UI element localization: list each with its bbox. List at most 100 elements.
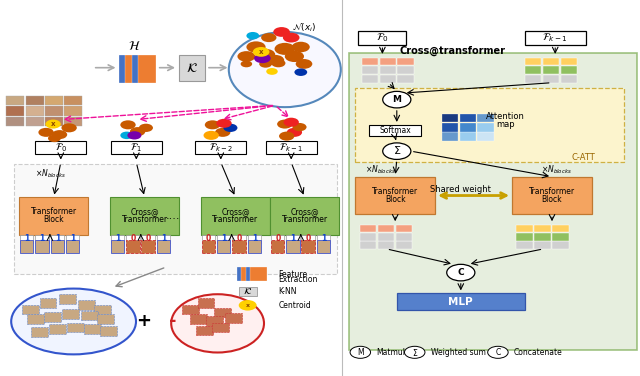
Bar: [552, 233, 569, 241]
Circle shape: [271, 59, 285, 67]
Bar: [477, 132, 494, 141]
Circle shape: [292, 42, 310, 52]
Text: Attention: Attention: [486, 112, 525, 121]
Bar: [380, 66, 396, 74]
Bar: [51, 240, 64, 253]
Bar: [349, 53, 637, 350]
Bar: [460, 123, 476, 132]
Text: Block: Block: [44, 215, 64, 224]
Text: 0: 0: [206, 234, 211, 243]
Text: M: M: [392, 95, 401, 104]
Bar: [19, 197, 88, 235]
Bar: [182, 305, 199, 314]
Circle shape: [488, 346, 508, 358]
Bar: [126, 235, 140, 243]
Bar: [317, 240, 330, 253]
Bar: [369, 125, 421, 136]
Bar: [45, 106, 63, 116]
Bar: [6, 117, 24, 126]
Text: 1: 1: [115, 234, 120, 243]
Text: x: x: [259, 49, 264, 55]
Circle shape: [127, 131, 141, 139]
Text: C: C: [458, 268, 464, 277]
Circle shape: [239, 300, 257, 311]
Bar: [66, 240, 79, 253]
Text: Cross@: Cross@: [291, 207, 319, 216]
Bar: [396, 241, 412, 249]
Text: Block: Block: [541, 195, 563, 204]
Bar: [206, 316, 223, 326]
Circle shape: [223, 124, 237, 132]
Bar: [525, 75, 541, 83]
Bar: [201, 197, 270, 235]
Text: $\mathcal{K}$: $\mathcal{K}$: [186, 62, 198, 74]
Text: M: M: [357, 348, 364, 357]
Bar: [286, 240, 300, 253]
Text: $\mathcal{N}(x_i)$: $\mathcal{N}(x_i)$: [292, 22, 316, 35]
Bar: [460, 132, 476, 141]
Bar: [49, 324, 66, 334]
Text: 1: 1: [55, 234, 60, 243]
Ellipse shape: [12, 289, 136, 354]
Bar: [360, 233, 376, 241]
Bar: [360, 241, 376, 249]
Bar: [360, 225, 376, 232]
Circle shape: [246, 41, 266, 53]
Bar: [84, 324, 101, 334]
Bar: [6, 106, 24, 116]
Text: Transformer: Transformer: [372, 186, 419, 196]
Bar: [45, 117, 63, 126]
Bar: [196, 326, 213, 335]
Text: Extraction: Extraction: [278, 275, 318, 284]
Bar: [110, 197, 179, 235]
Bar: [35, 240, 49, 253]
Bar: [198, 298, 214, 308]
Text: x: x: [51, 121, 56, 127]
Text: 1: 1: [161, 234, 166, 243]
Circle shape: [277, 120, 292, 129]
Bar: [248, 240, 261, 253]
Bar: [40, 298, 56, 308]
Bar: [78, 300, 95, 310]
Bar: [250, 267, 267, 281]
Bar: [225, 313, 242, 323]
Bar: [35, 141, 86, 154]
Text: Transformer: Transformer: [122, 215, 168, 224]
Bar: [81, 311, 98, 320]
Bar: [442, 123, 458, 132]
Ellipse shape: [229, 32, 341, 107]
Text: $\mathcal{F}_0$: $\mathcal{F}_0$: [376, 32, 389, 44]
Bar: [397, 75, 414, 83]
Bar: [512, 177, 592, 214]
Bar: [26, 96, 44, 105]
Circle shape: [61, 123, 77, 132]
Bar: [477, 123, 494, 132]
Bar: [239, 287, 257, 296]
Bar: [378, 225, 394, 232]
Bar: [266, 141, 317, 154]
Bar: [378, 241, 394, 249]
Circle shape: [215, 128, 230, 137]
Bar: [534, 233, 551, 241]
Bar: [442, 114, 458, 122]
Circle shape: [204, 131, 219, 140]
Circle shape: [284, 118, 299, 127]
Circle shape: [237, 51, 255, 62]
Circle shape: [285, 51, 304, 62]
Circle shape: [139, 124, 153, 132]
Bar: [157, 240, 170, 253]
Circle shape: [120, 120, 136, 129]
Bar: [125, 55, 143, 83]
Bar: [14, 164, 337, 274]
Bar: [22, 305, 39, 314]
Text: C: C: [495, 348, 500, 357]
Bar: [460, 114, 476, 122]
Bar: [59, 294, 76, 304]
Circle shape: [273, 27, 290, 37]
Bar: [64, 117, 82, 126]
Bar: [67, 323, 84, 332]
Bar: [271, 240, 284, 253]
Text: 1: 1: [221, 234, 227, 243]
Text: $\mathcal{H}$: $\mathcal{H}$: [128, 41, 141, 53]
Circle shape: [254, 53, 271, 63]
